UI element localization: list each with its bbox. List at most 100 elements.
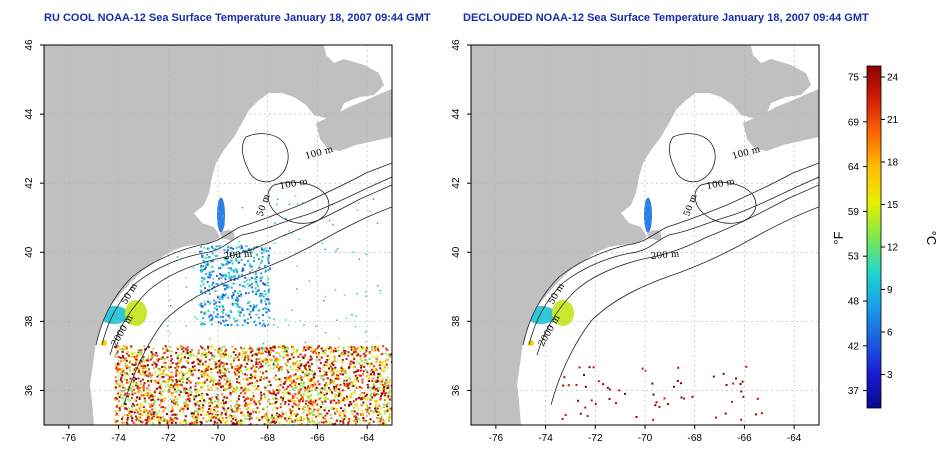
sst-pixel: [231, 297, 234, 300]
sst-pixel: [143, 400, 146, 403]
sst-pixel: [123, 378, 126, 381]
sst-pixel: [342, 418, 345, 421]
sst-pixel: [141, 414, 144, 417]
sst-pixel: [169, 304, 172, 307]
sst-pixel: [125, 367, 128, 370]
sst-pixel: [151, 355, 154, 358]
sst-pixel: [127, 366, 130, 369]
sst-pixel: [295, 417, 298, 420]
sst-pixel: [197, 359, 200, 362]
sst-pixel: [254, 273, 257, 276]
sst-pixel: [294, 384, 297, 387]
sst-pixel: [383, 403, 386, 406]
sst-pixel: [179, 395, 182, 398]
sst-pixel: [253, 256, 256, 259]
sst-pixel: [331, 423, 334, 425]
y-tick-label: 42: [451, 177, 462, 189]
sst-pixel: [289, 417, 292, 420]
sst-pixel: [285, 217, 287, 220]
sst-pixel: [237, 420, 240, 423]
sst-pixel: [265, 284, 268, 287]
sst-pixel: [186, 381, 189, 384]
sst-pixel: [371, 368, 374, 371]
sst-pixel: [233, 269, 236, 272]
sst-pixel: [189, 386, 192, 389]
sst-pixel: [147, 395, 150, 398]
sst-pixel: [127, 350, 130, 353]
sst-pixel: [221, 393, 224, 396]
sst-pixel: [142, 394, 145, 397]
sst-pixel: [213, 307, 216, 310]
sst-pixel: [303, 408, 306, 411]
sst-pixel: [232, 359, 235, 362]
sst-pixel: [214, 290, 217, 293]
sst-pixel: [386, 386, 389, 389]
sst-pixel: [264, 324, 267, 327]
sst-pixel: [222, 407, 225, 410]
sst-pixel: [340, 367, 343, 370]
sst-pixel: [306, 395, 309, 398]
sst-pixel: [209, 260, 212, 263]
sst-pixel: [225, 313, 228, 316]
sst-pixel: [351, 412, 354, 415]
sst-pixel: [366, 408, 369, 411]
sst-pixel: [254, 402, 257, 405]
sst-pixel: [222, 385, 225, 388]
sst-pixel: [139, 351, 142, 354]
nova-scotia: [743, 89, 819, 151]
sst-pixel: [241, 206, 244, 209]
sst-pixel: [345, 395, 348, 398]
sst-pixel: [275, 412, 278, 415]
sst-pixel: [376, 222, 379, 224]
sst-pixel: [164, 381, 167, 384]
sst-pixel: [172, 385, 175, 388]
sst-pixel: [306, 347, 309, 350]
sst-pixel: [330, 417, 333, 420]
sst-pixel: [245, 245, 248, 248]
sst-pixel: [320, 391, 323, 394]
sst-pixel: [326, 359, 329, 362]
sst-pixel: [260, 418, 263, 421]
sst-pixel: [177, 348, 180, 351]
sst-pixel: [376, 416, 379, 419]
sst-pixel: [224, 273, 227, 276]
sst-pixel: [381, 393, 384, 396]
sst-pixel: [352, 385, 355, 388]
sst-pixel: [272, 355, 275, 358]
sst-pixel: [177, 353, 180, 356]
sst-pixel: [287, 417, 290, 420]
sst-pixel: [297, 419, 300, 422]
sst-pixel: [230, 385, 233, 388]
sst-pixel: [311, 389, 314, 392]
sst-pixel: [175, 401, 178, 404]
sst-pixel: [198, 399, 201, 402]
sst-pixel: [282, 395, 285, 398]
sst-pixel: [200, 386, 203, 389]
sst-pixel: [160, 418, 163, 421]
sst-pixel: [169, 378, 172, 381]
sst-pixel: [294, 403, 297, 406]
sst-pixel: [324, 394, 327, 397]
sst-pixel: [189, 350, 192, 353]
sst-pixel: [193, 420, 196, 423]
sst-pixel: [229, 382, 232, 385]
sst-pixel: [163, 351, 166, 354]
sst-pixel: [230, 259, 233, 262]
sst-pixel: [379, 383, 382, 386]
sst-pixel: [310, 378, 313, 381]
sst-pixel: [300, 378, 303, 381]
sst-pixel: [295, 360, 298, 363]
sst-pixel: [191, 362, 194, 365]
sst-pixel: [236, 305, 239, 308]
sst-pixel: [137, 416, 140, 419]
sst-pixel: [250, 247, 252, 250]
sst-pixel: [179, 345, 182, 348]
sst-pixel: [139, 402, 142, 405]
sst-pixel: [266, 257, 269, 260]
sst-pixel: [378, 374, 381, 377]
sst-pixel: [221, 310, 224, 313]
sst-pixel: [144, 366, 147, 369]
sst-pixel: [220, 277, 223, 280]
sst-pixel: [336, 248, 339, 250]
sst-pixel: [311, 376, 314, 379]
